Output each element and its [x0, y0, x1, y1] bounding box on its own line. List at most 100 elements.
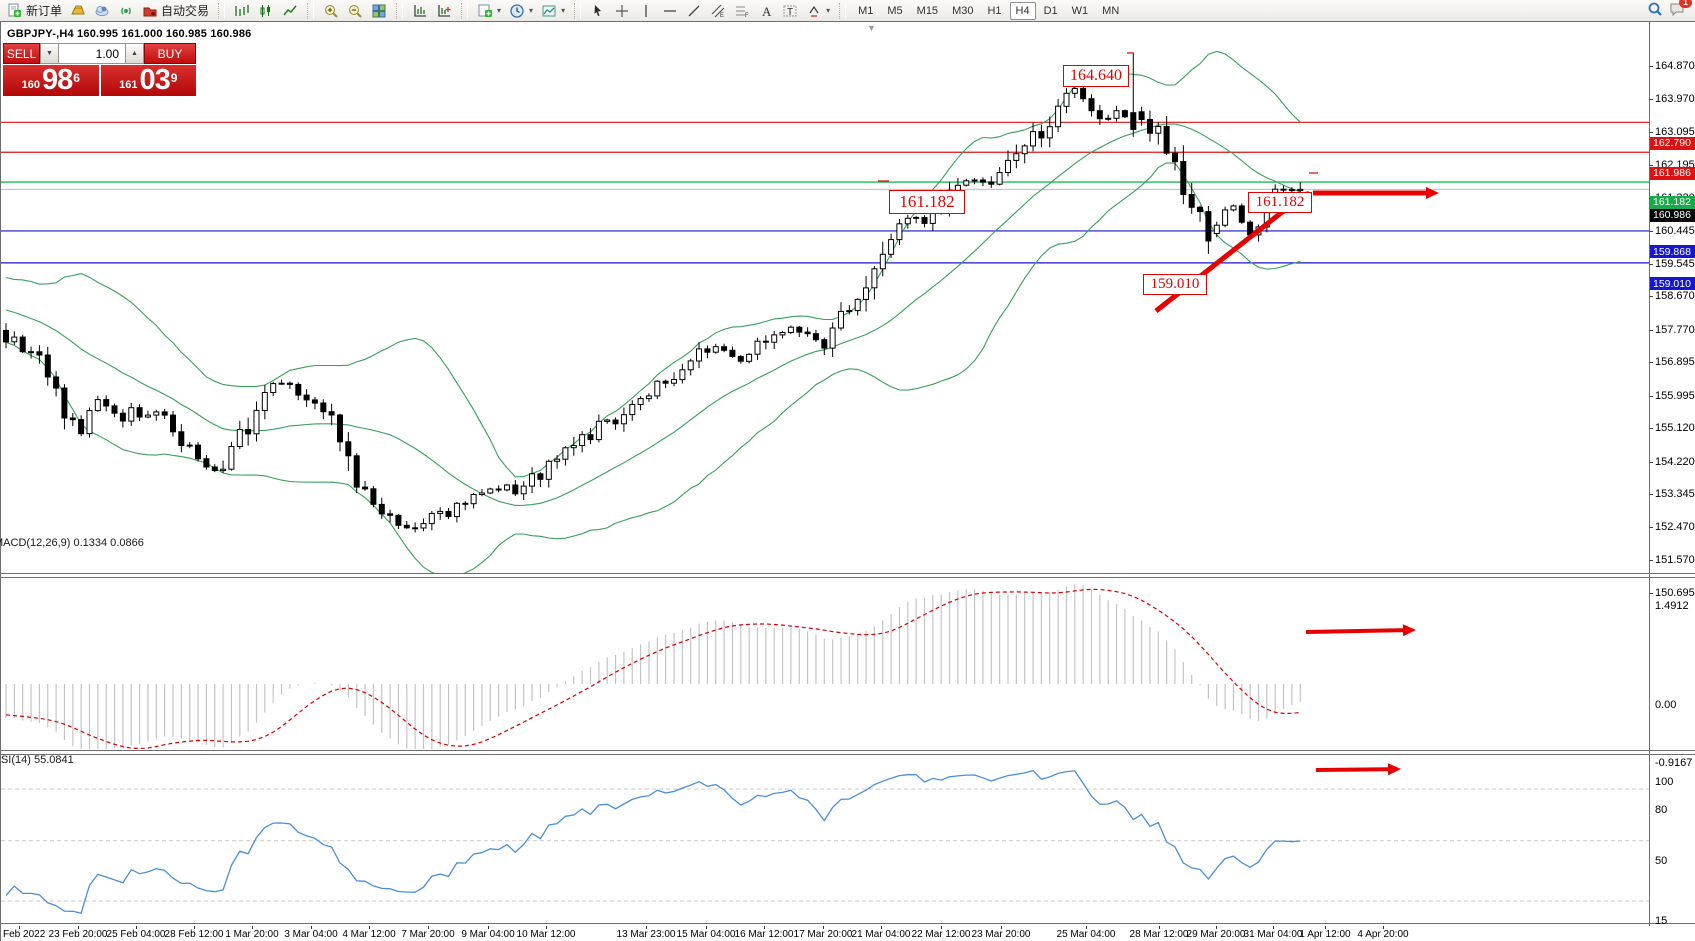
pane-splitter-icon[interactable]: ▼ — [867, 23, 876, 33]
indicator-scale-label: 0.00 — [1655, 699, 1677, 711]
price-tick-mark — [1649, 461, 1653, 463]
notifications-button[interactable]: 1 — [1669, 0, 1692, 20]
bar-chart-button[interactable] — [230, 2, 254, 20]
bollinger-lower-band — [5, 162, 1301, 578]
toolbar-group-standard: 新订单 自动交易 — [0, 0, 216, 21]
timeframe-button-m5[interactable]: M5 — [887, 4, 903, 17]
rsi-flat-arrow[interactable] — [1315, 763, 1401, 776]
time-tick-mark — [19, 926, 20, 929]
buy-price[interactable]: 161 03 9 — [100, 65, 196, 96]
channel-button[interactable]: E — [706, 2, 730, 20]
timeframe-button-m30[interactable]: M30 — [952, 4, 974, 17]
sell-button[interactable]: SELL — [3, 43, 40, 64]
new-order-button[interactable]: 新订单 — [3, 1, 66, 20]
pivot-label-left[interactable]: 161.182 — [889, 190, 965, 214]
price-tick-label: 163.970 — [1655, 93, 1695, 106]
chart-canvas[interactable] — [1, 22, 1695, 941]
macd-signal-line — [5, 588, 1301, 750]
tile-icon — [372, 4, 386, 17]
trendline-button[interactable] — [682, 2, 706, 20]
signals-button[interactable] — [114, 2, 138, 20]
line-chart-button[interactable] — [278, 2, 302, 20]
price-tick-label: 155.120 — [1655, 422, 1695, 435]
time-tick-mark — [1273, 926, 1274, 929]
timeframe-button-h4[interactable]: H4 — [1009, 1, 1036, 20]
svg-text:T: T — [787, 7, 793, 18]
toolbar-separator — [574, 2, 582, 19]
zoom-out-button[interactable] — [343, 2, 367, 20]
dropdown-caret-icon[interactable]: ▾ — [529, 6, 534, 15]
template-button[interactable]: ▾ — [537, 2, 569, 20]
macd-flat-arrow[interactable] — [1305, 624, 1416, 637]
vline-button[interactable] — [634, 2, 658, 20]
timeframe-button-m1[interactable]: M1 — [858, 4, 874, 17]
support-label[interactable]: 159.010 — [1143, 274, 1207, 295]
market-watch-button[interactable] — [66, 2, 90, 20]
notification-badge: 1 — [1678, 0, 1692, 8]
pane-divider-rsi[interactable] — [1, 750, 1695, 755]
price-tick-label: 155.995 — [1655, 389, 1695, 402]
high-price-label[interactable]: 164.640 — [1063, 65, 1129, 87]
price-tick-mark — [1649, 165, 1653, 167]
chart-candles-icon — [260, 4, 271, 17]
indicator-scale-label: 1.4912 — [1655, 600, 1689, 612]
price-tick-mark — [1649, 362, 1653, 364]
price-tick-mark — [1649, 131, 1653, 133]
price-flat-arrow[interactable] — [1313, 187, 1439, 199]
dropdown-caret-icon[interactable]: ▾ — [497, 6, 502, 15]
indicator-scale-label: -0.9167 — [1655, 757, 1693, 769]
time-axis[interactable]: Feb 2022 23 Feb 20:00 25 Feb 04:00 28 Feb 1… — [1, 926, 1695, 941]
timeframe-button-m15[interactable]: M15 — [916, 4, 939, 17]
sell-price-handle: 160 — [21, 79, 40, 91]
time-tick-mark — [881, 926, 882, 929]
time-tick-label: 25 Feb 04:00 — [106, 929, 166, 940]
dropdown-caret-icon[interactable]: ▾ — [561, 6, 566, 15]
tile-windows-button[interactable] — [367, 2, 391, 20]
timeframe-button-w1[interactable]: W1 — [1071, 4, 1089, 17]
volume-decrease-button[interactable]: ▼ — [40, 43, 59, 64]
dropdown-caret-icon[interactable]: ▾ — [826, 6, 831, 15]
vline-icon — [645, 4, 647, 17]
indicator-window-button[interactable] — [408, 2, 432, 20]
autotrading-button[interactable]: 自动交易 — [138, 1, 213, 20]
fibonacci-button[interactable]: F — [730, 2, 754, 20]
data-window-button[interactable] — [90, 2, 114, 20]
time-tick-mark — [706, 926, 707, 929]
rsi-line — [5, 769, 1301, 914]
pivot-label-right[interactable]: 161.182 — [1248, 192, 1312, 213]
timeframe-button-d1[interactable]: D1 — [1043, 4, 1058, 17]
ind-win-icon — [414, 4, 427, 17]
buy-button[interactable]: BUY — [144, 43, 196, 64]
crosshair-button[interactable] — [610, 2, 634, 20]
time-tick-mark — [1325, 926, 1326, 929]
timeframe-button-h1[interactable]: H1 — [987, 4, 1002, 17]
hline-button[interactable] — [658, 2, 682, 20]
text-button[interactable]: A — [754, 2, 778, 20]
text-label-button[interactable]: T — [778, 2, 802, 20]
cursor-button[interactable] — [586, 2, 610, 20]
volume-input[interactable] — [59, 43, 125, 64]
sell-price[interactable]: 160 98 6 — [3, 65, 99, 96]
time-tick-label: 28 Mar 12:00 — [1129, 929, 1189, 940]
time-tick-label: 15 Mar 04:00 — [676, 929, 736, 940]
arrows-button[interactable]: ▾ — [802, 2, 834, 20]
price-tick-mark — [1649, 428, 1653, 430]
chart-window: GBPJPY-,H4 160.995 161.000 160.985 160.9… — [0, 21, 1695, 941]
period-button[interactable]: ▾ — [505, 2, 537, 20]
pane-divider-macd[interactable] — [1, 573, 1695, 578]
candlestick-chart-button[interactable] — [254, 2, 278, 20]
svg-text:E: E — [720, 13, 724, 19]
toolbar-separator — [218, 2, 226, 19]
toolbar-separator — [307, 2, 315, 19]
zoom-in-button[interactable] — [319, 2, 343, 20]
volume-increase-button[interactable]: ▲ — [125, 43, 144, 64]
arrows-icon — [809, 5, 819, 17]
indicator-add-button[interactable] — [432, 2, 456, 20]
svg-text:F: F — [745, 13, 749, 19]
timeframe-button-mn[interactable]: MN — [1102, 4, 1120, 17]
add-indicator-button[interactable]: ▾ — [473, 2, 505, 20]
text-icon: A — [762, 4, 772, 19]
search-button[interactable] — [1647, 1, 1663, 20]
toolbar-group-drawing: E F A T ▾ — [583, 0, 837, 21]
